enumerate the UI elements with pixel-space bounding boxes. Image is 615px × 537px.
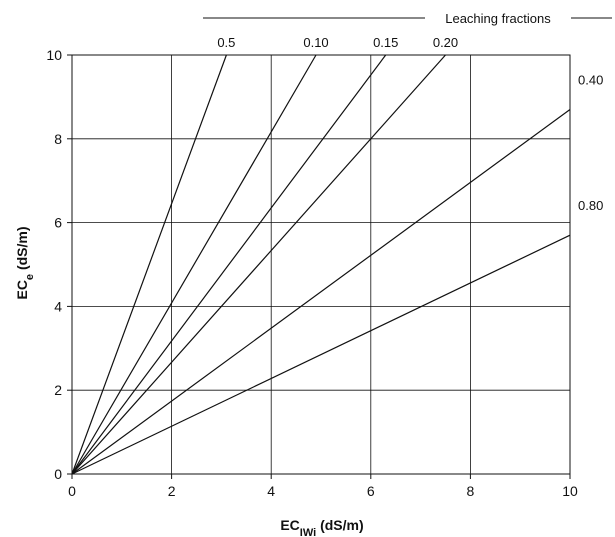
series-label: 0.5 [217,35,235,50]
series-labels: 0.5 0.10 0.15 0.20 0.40 0.80 [217,35,603,213]
y-tick-label: 10 [46,47,62,63]
series-line [71,54,387,475]
x-tick-label: 2 [168,483,176,499]
series-label: 0.40 [578,72,603,87]
series-line [71,54,446,475]
series-line [71,109,571,475]
series-label: 0.10 [303,35,328,50]
x-tick-label: 10 [562,483,578,499]
tick-labels: 0 2 4 6 8 10 0 2 4 6 8 10 [46,47,578,499]
axis-ticks [67,54,571,479]
grid [72,55,570,474]
series-line [71,234,571,475]
x-tick-label: 4 [267,483,275,499]
series-label: 0.80 [578,198,603,213]
y-tick-label: 2 [54,382,62,398]
series-line [71,54,317,475]
x-tick-label: 6 [367,483,375,499]
y-tick-label: 8 [54,131,62,147]
series-lines [71,54,571,475]
legend-title: Leaching fractions [445,11,551,26]
series-label: 0.20 [433,35,458,50]
x-tick-label: 8 [467,483,475,499]
x-tick-label: 0 [68,483,76,499]
series-line [71,54,227,475]
y-tick-label: 0 [54,466,62,482]
y-axis-title: ECe (dS/m) [14,226,36,299]
series-label: 0.15 [373,35,398,50]
y-tick-label: 6 [54,215,62,231]
plot-frame [71,54,571,475]
y-tick-label: 4 [54,298,62,314]
x-axis-title: ECIWi (dS/m) [280,517,363,537]
